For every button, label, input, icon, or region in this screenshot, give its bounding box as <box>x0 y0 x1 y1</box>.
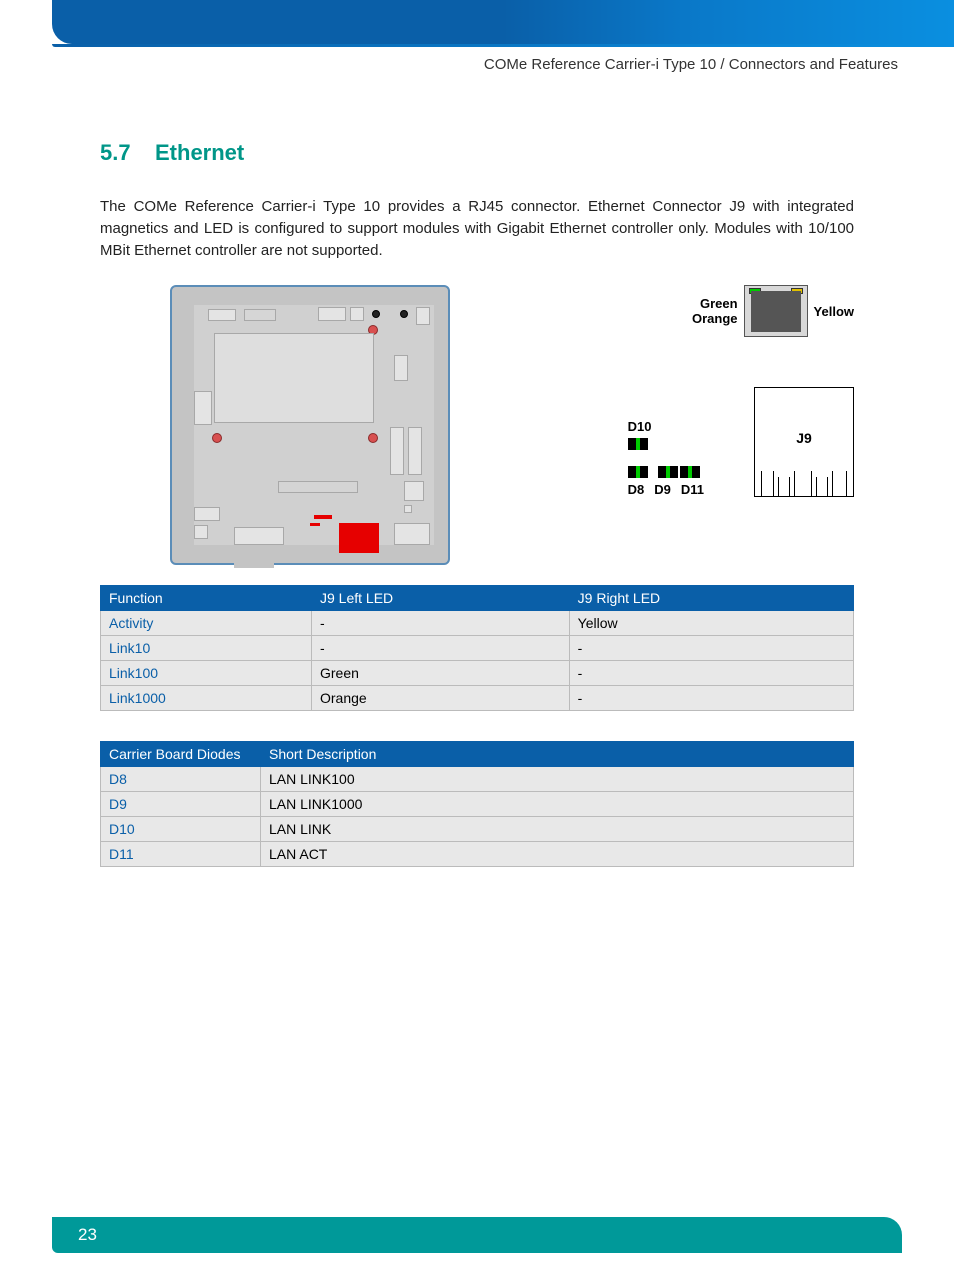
rj45-green-label: Green <box>692 296 738 312</box>
t2-h0: Carrier Board Diodes <box>101 742 261 767</box>
diodes-figure: D10 D8 D9 D11 <box>628 419 704 497</box>
table-row: Link10-- <box>101 636 854 661</box>
rj45-figure: Green Orange Yellow <box>692 285 854 337</box>
rj45-yellow-label: Yellow <box>814 304 854 319</box>
breadcrumb: COMe Reference Carrier-i Type 10 / Conne… <box>484 56 898 73</box>
diode-d9-icon <box>658 466 678 478</box>
section-title: Ethernet <box>155 140 244 165</box>
led-function-table: Function J9 Left LED J9 Right LED Activi… <box>100 585 854 711</box>
page-number: 23 <box>78 1225 97 1245</box>
content-area: 5.7Ethernet The COMe Reference Carrier-i… <box>100 140 854 897</box>
rj45-port-icon <box>751 291 801 332</box>
t2-h1: Short Description <box>261 742 854 767</box>
diodes-j9-row: D10 D8 D9 D11 <box>628 387 854 497</box>
rj45-left-labels: Green Orange <box>692 296 738 327</box>
top-bar <box>52 0 954 44</box>
d11-label: D11 <box>681 482 704 497</box>
j9-connector-figure: J9 <box>754 387 854 497</box>
d9-label: D9 <box>654 482 671 497</box>
section-number: 5.7 <box>100 140 155 166</box>
table-row: Activity-Yellow <box>101 611 854 636</box>
diode-d10-icon <box>628 438 648 450</box>
table-row: D11LAN ACT <box>101 842 854 867</box>
table-row: D9LAN LINK1000 <box>101 792 854 817</box>
table-row: Link100Green- <box>101 661 854 686</box>
section-heading: 5.7Ethernet <box>100 140 854 166</box>
board-diagram <box>170 285 450 565</box>
t1-h1: J9 Left LED <box>312 586 570 611</box>
figures-row: Green Orange Yellow D10 <box>100 285 854 565</box>
footer-bar: 23 <box>52 1217 902 1253</box>
table-row: D10LAN LINK <box>101 817 854 842</box>
d8-label: D8 <box>628 482 645 497</box>
board-inner <box>194 305 434 545</box>
rj45-orange-label: Orange <box>692 311 738 327</box>
table-row: D8LAN LINK100 <box>101 767 854 792</box>
rj45-connector-icon <box>744 285 808 337</box>
t1-h2: J9 Right LED <box>569 586 853 611</box>
t1-h0: Function <box>101 586 312 611</box>
diode-d8-icon <box>628 466 648 478</box>
right-figures: Green Orange Yellow D10 <box>628 285 854 497</box>
j9-label: J9 <box>755 430 853 446</box>
section-body: The COMe Reference Carrier-i Type 10 pro… <box>100 196 854 261</box>
table-row: Link1000Orange- <box>101 686 854 711</box>
diode-d11-icon <box>680 466 700 478</box>
board-highlight <box>339 523 379 553</box>
diodes-table: Carrier Board Diodes Short Description D… <box>100 741 854 867</box>
d10-label: D10 <box>628 419 704 434</box>
